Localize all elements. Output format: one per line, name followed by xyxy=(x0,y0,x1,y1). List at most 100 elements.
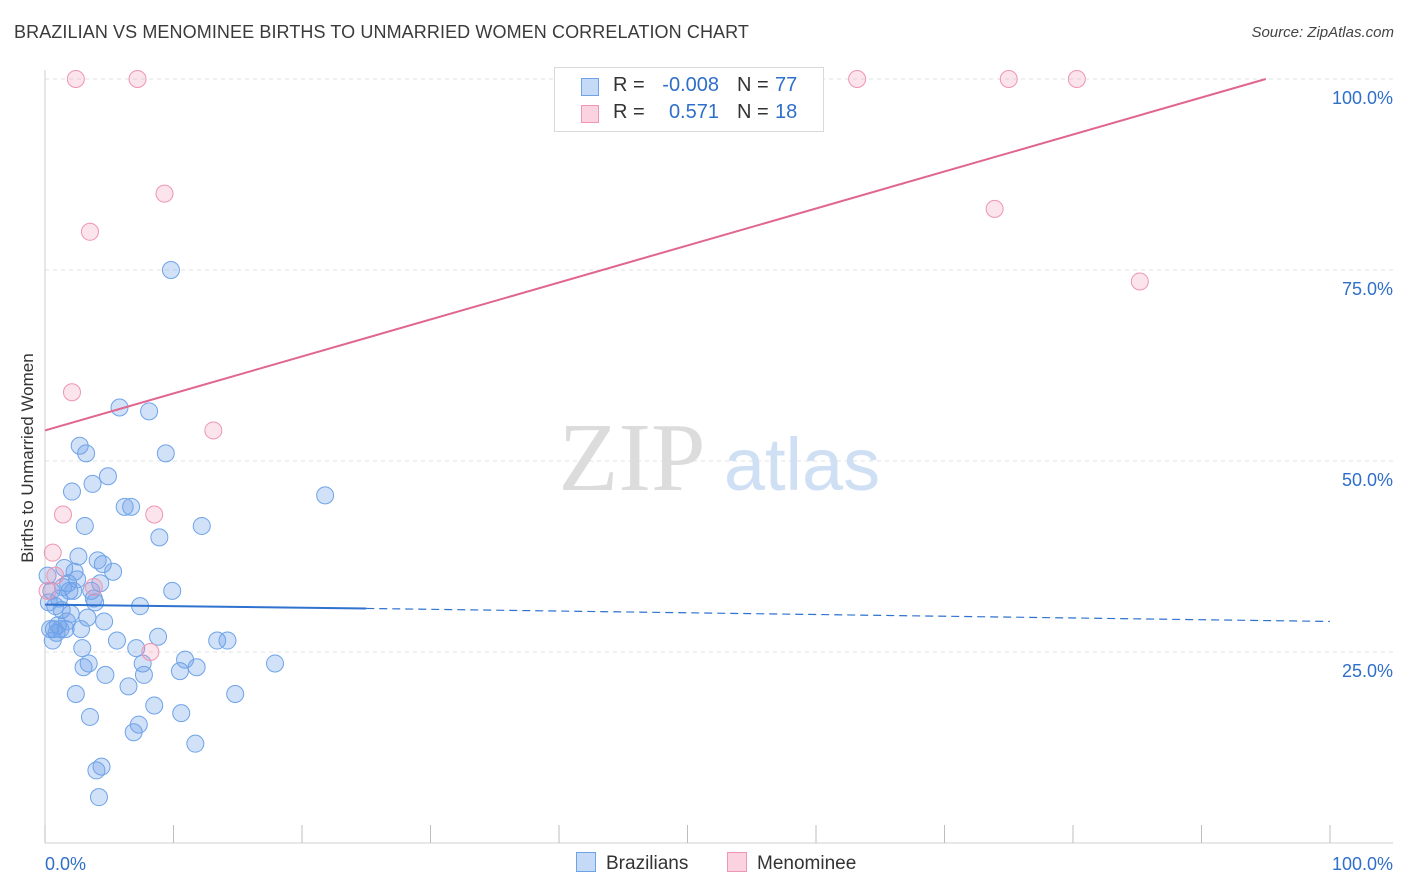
data-point xyxy=(266,654,285,673)
data-point xyxy=(93,555,112,574)
y-tick-label: 100.0% xyxy=(1332,88,1393,108)
bottom-legend-swatch-menominee xyxy=(727,852,747,872)
data-point xyxy=(53,505,72,524)
data-point xyxy=(848,70,867,88)
trend-line-brazilians xyxy=(44,603,367,610)
data-point xyxy=(86,593,105,612)
data-point xyxy=(316,486,335,505)
data-point xyxy=(129,715,148,734)
legend-r-value: -0.008 xyxy=(662,74,719,96)
data-point xyxy=(134,665,153,684)
legend-row-brazilians: R = -0.008 N = 77 xyxy=(555,74,823,100)
data-point xyxy=(77,444,96,463)
legend-r-label: R = xyxy=(613,101,645,123)
data-point xyxy=(150,528,169,547)
x-tick-max: 100.0% xyxy=(1332,854,1393,874)
data-point xyxy=(122,497,141,516)
data-point xyxy=(172,704,191,723)
bottom-legend-label-menominee: Menominee xyxy=(757,853,857,874)
legend-n-label: N = xyxy=(737,74,769,96)
series-brazilians xyxy=(38,261,335,807)
axes xyxy=(44,70,1393,844)
data-point xyxy=(999,70,1018,88)
data-point xyxy=(119,677,138,696)
data-point xyxy=(149,627,168,646)
data-point xyxy=(62,482,81,501)
data-point xyxy=(43,543,62,562)
data-point xyxy=(127,639,146,658)
legend-n-value: 18 xyxy=(775,101,798,123)
legend-r-value: 0.571 xyxy=(668,101,719,123)
legend-n-label: N = xyxy=(737,101,769,123)
data-point xyxy=(38,581,57,600)
data-point xyxy=(38,566,57,585)
data-point xyxy=(104,562,123,581)
legend-n-value: 77 xyxy=(775,74,798,96)
data-point xyxy=(80,707,99,726)
data-point xyxy=(62,383,81,402)
data-point xyxy=(73,639,92,658)
data-point xyxy=(204,421,223,440)
watermark-atlas: atlas xyxy=(724,423,880,506)
bottom-legend-swatch-brazilians xyxy=(576,852,596,872)
data-point xyxy=(51,620,70,639)
source-label: Source: ZipAtlas.com xyxy=(1251,24,1394,41)
y-tick-label: 50.0% xyxy=(1342,470,1393,490)
data-point xyxy=(1130,272,1149,291)
data-point xyxy=(145,505,164,524)
trend-line-brazilians-extension xyxy=(366,607,1331,623)
bottom-legend-brazilians: Brazilians xyxy=(576,852,688,875)
chart-title: BRAZILIAN VS MENOMINEE BIRTHS TO UNMARRI… xyxy=(14,22,750,42)
data-point xyxy=(156,444,175,463)
data-point xyxy=(66,685,85,704)
data-point xyxy=(66,70,85,88)
y-tick-label: 25.0% xyxy=(1342,661,1393,681)
y-tick-labels: 25.0% 50.0% 75.0% 100.0% xyxy=(1332,88,1393,681)
data-point xyxy=(89,788,108,807)
data-point xyxy=(64,581,83,600)
data-point xyxy=(208,631,227,650)
data-point xyxy=(55,558,74,577)
watermark-zip: ZIP xyxy=(559,404,706,512)
data-point xyxy=(140,402,159,421)
data-point xyxy=(985,199,1004,218)
data-point xyxy=(186,734,205,753)
data-point xyxy=(84,578,103,597)
data-point xyxy=(68,570,87,589)
data-point xyxy=(170,662,189,681)
data-point xyxy=(115,497,134,516)
data-point xyxy=(95,612,114,631)
data-point xyxy=(218,631,237,650)
data-point xyxy=(226,685,245,704)
data-point xyxy=(96,665,115,684)
data-point xyxy=(107,631,126,650)
data-point xyxy=(1067,70,1086,88)
legend-row-menominee: R = 0.571 N = 18 xyxy=(555,101,823,127)
data-point xyxy=(141,643,160,661)
series-menominee xyxy=(38,70,1149,661)
data-point xyxy=(69,547,88,566)
data-point xyxy=(128,70,147,88)
trend-line-menominee xyxy=(44,78,1267,432)
data-point xyxy=(145,696,164,715)
y-tick-label: 75.0% xyxy=(1342,279,1393,299)
data-point xyxy=(192,516,211,535)
bottom-legend-label-brazilians: Brazilians xyxy=(606,853,689,874)
data-point xyxy=(78,608,97,627)
data-point xyxy=(79,654,98,673)
data-point xyxy=(92,757,111,776)
stats-legend: R = -0.008 N = 77 R = 0.571 N = 18 xyxy=(554,67,824,132)
bottom-legend-menominee: Menominee xyxy=(727,852,856,875)
data-point xyxy=(46,566,65,585)
data-point xyxy=(70,436,89,455)
data-point xyxy=(98,467,117,486)
legend-swatch-menominee xyxy=(581,105,599,123)
data-point xyxy=(83,474,102,493)
data-point xyxy=(161,261,180,279)
data-point xyxy=(42,581,61,600)
trend-lines xyxy=(44,78,1331,623)
data-point xyxy=(61,604,80,623)
data-point xyxy=(155,184,174,203)
watermark: ZIP atlas xyxy=(559,404,881,512)
